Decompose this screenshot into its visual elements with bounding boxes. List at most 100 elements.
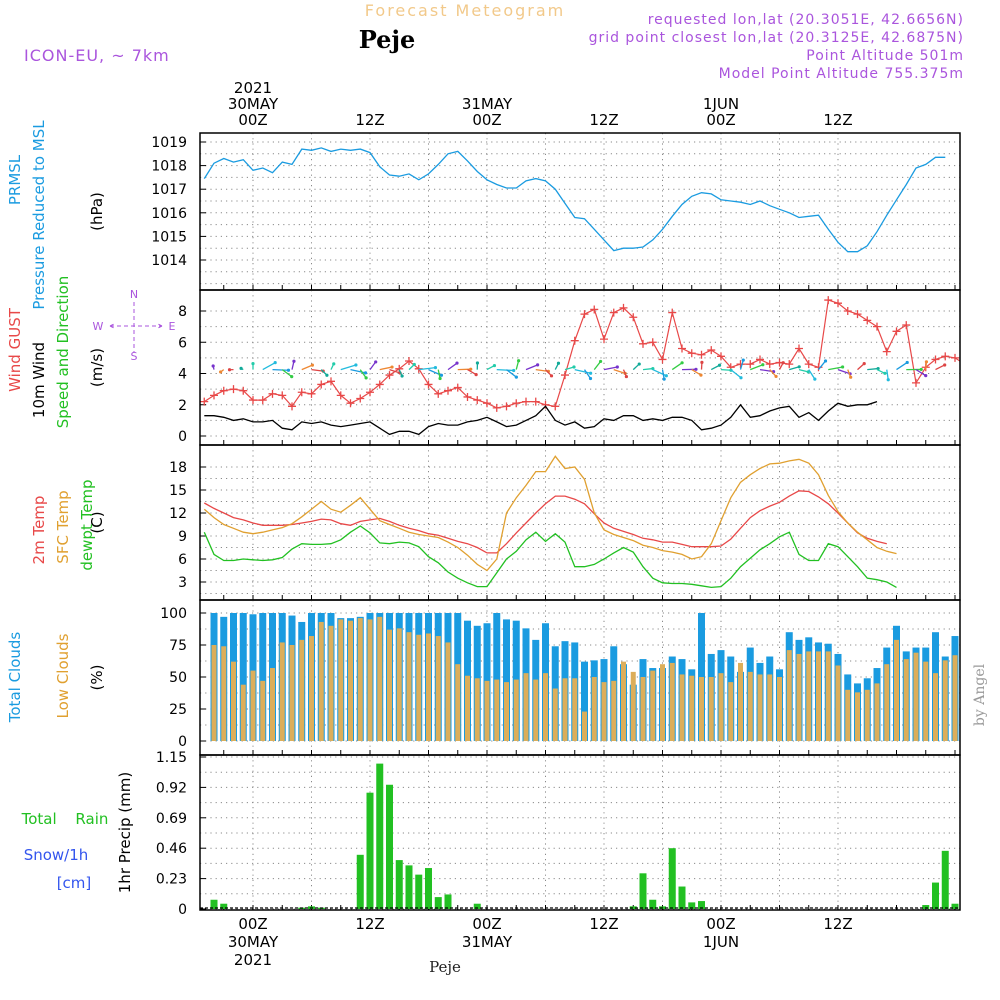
total-cloud-bar <box>503 619 510 741</box>
bottom-time-label: 00Z <box>706 915 735 933</box>
rain-bar <box>951 903 959 909</box>
wind-arrow-head <box>741 358 745 362</box>
wind-arrow-head <box>512 368 516 373</box>
wind-arrow-head <box>862 362 866 366</box>
gust-point <box>219 386 228 395</box>
wind-direction-arrow <box>642 367 653 371</box>
wind-arrow-head <box>239 366 243 370</box>
gust-point <box>366 388 374 397</box>
low-cloud-bar <box>786 650 792 741</box>
wind-arrow-head <box>694 367 698 371</box>
gust-point <box>200 397 209 406</box>
low-cloud-bar <box>669 662 675 741</box>
low-cloud-bar <box>747 671 753 741</box>
low-cloud-bar <box>835 665 841 741</box>
gust-point <box>814 363 823 372</box>
gust-point <box>483 399 491 408</box>
gust-point <box>765 360 774 369</box>
gust-point <box>258 396 267 405</box>
gust-point <box>405 357 413 365</box>
low-cloud-bar <box>855 692 860 741</box>
low-cloud-bar <box>474 678 480 741</box>
wind-direction-arrow <box>896 361 908 371</box>
y-axis-label: (hPa) <box>88 192 106 231</box>
wind-arrow-head <box>905 360 909 365</box>
y-tick-label: 12 <box>169 506 187 522</box>
bottom-time-label: 31MAY <box>462 933 513 951</box>
gust-point <box>297 388 306 397</box>
wind-arrow-head <box>273 361 277 365</box>
gust-point <box>756 355 764 364</box>
gust-point <box>600 335 608 344</box>
gust-point <box>356 394 365 403</box>
low-cloud-bar <box>913 652 919 741</box>
compass-n: N <box>130 288 138 301</box>
wind-arrow-head <box>637 362 641 366</box>
wind-direction-arrow <box>496 368 514 372</box>
gust-point <box>736 360 745 369</box>
wind-arrow-head <box>475 361 480 365</box>
wind-arrow-head <box>699 373 703 377</box>
gust-point <box>639 339 647 348</box>
bottom-time-label: 12Z <box>823 915 852 933</box>
low-cloud-bar <box>348 620 353 741</box>
gust-point <box>210 391 218 400</box>
y-tick-label: 1.15 <box>156 750 187 766</box>
wind-arrow-head <box>924 360 929 364</box>
gust-point <box>834 299 842 308</box>
low-cloud-bar <box>221 646 227 741</box>
wind-arrow-head <box>840 365 845 369</box>
bottom-time-label: 12Z <box>355 915 384 933</box>
bottom-time-label: 00Z <box>472 915 501 933</box>
wind-direction-arrow <box>583 369 592 379</box>
wind-direction-arrow <box>691 369 702 376</box>
y-tick-label: 9 <box>178 529 187 545</box>
gust-point <box>961 360 969 368</box>
y-tick-label: 8 <box>178 304 187 320</box>
gust-point <box>746 360 755 369</box>
wind-arrow-head <box>363 371 368 375</box>
wind-arrow-head <box>474 372 478 377</box>
low-cloud-bar <box>513 679 519 741</box>
grid-point-coords: grid point closest lon,lat (20.3125E, 42… <box>589 30 964 46</box>
gust-point <box>619 303 628 312</box>
wind-arrow-head <box>514 375 518 379</box>
wind-direction-arrow <box>593 361 602 370</box>
wind-direction-arrow <box>574 368 591 374</box>
wind-arrow-head <box>943 363 947 367</box>
rain-bar <box>376 763 384 909</box>
wind-arrow-head <box>615 365 619 369</box>
low-cloud-bar <box>845 689 851 741</box>
total-cloud-bar <box>239 613 247 741</box>
y-tick-label: 6 <box>178 552 187 568</box>
top-time-label: 30MAY <box>228 95 279 113</box>
footer-location: Peje <box>429 958 461 976</box>
rain-bar <box>434 897 442 909</box>
wind-arrow-head <box>374 360 378 364</box>
gust-point <box>561 371 569 380</box>
y-tick-label: 3 <box>178 575 187 591</box>
side-label-direction: Speed and Direction <box>54 276 72 429</box>
wind-arrow-head <box>919 367 923 372</box>
gust-point <box>863 316 872 325</box>
wind-arrow-head <box>761 363 765 367</box>
low-cloud-bar <box>494 679 500 741</box>
wind-direction-arrow <box>389 368 401 374</box>
wind-arrow-head <box>700 360 704 364</box>
low-cloud-bar <box>504 682 509 741</box>
wind-arrow-head <box>292 359 296 363</box>
low-cloud-bar <box>357 618 363 741</box>
point-altitude: Point Altitude 501m <box>806 48 964 64</box>
low-cloud-bar <box>523 673 529 741</box>
wind-arrow-head <box>325 373 329 377</box>
temperature-marks <box>203 455 897 589</box>
bottom-time-label: 00Z <box>238 915 267 933</box>
y-tick-label: 1018 <box>151 159 187 175</box>
low-cloud-bar <box>806 651 812 741</box>
low-cloud-bar <box>884 664 890 741</box>
gust-point <box>882 347 891 356</box>
low-cloud-bar <box>289 645 295 741</box>
wind-panel: 0 2 4 6 8 (m/s) Wind GUST 10m Wind Speed and Dir… <box>6 276 969 446</box>
